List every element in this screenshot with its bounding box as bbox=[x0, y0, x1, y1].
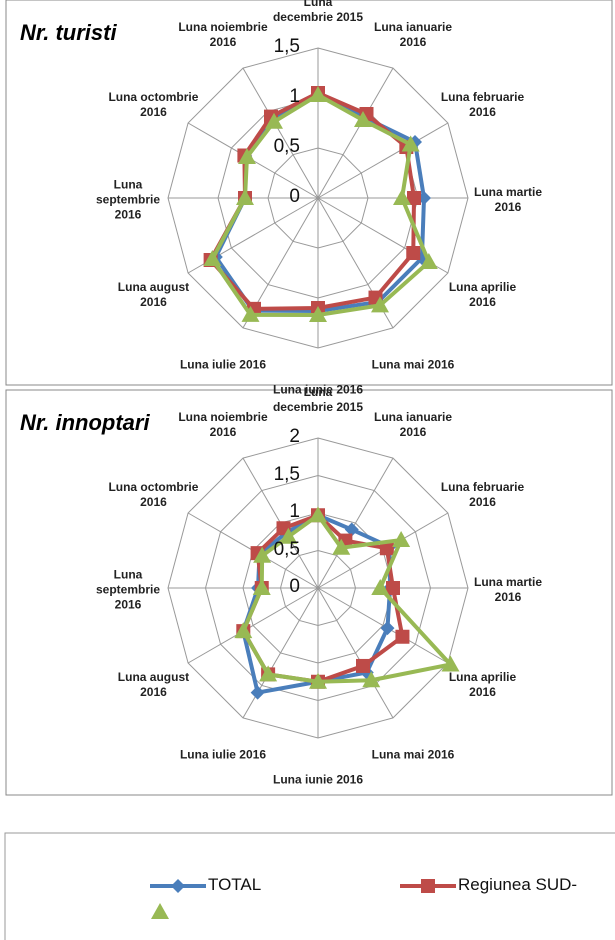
category-label: Luna decembrie 2015 bbox=[272, 0, 364, 24]
marker bbox=[237, 148, 256, 164]
category-label: Luna iunie 2016 bbox=[272, 382, 364, 397]
marker bbox=[379, 541, 394, 556]
legend-frame bbox=[4, 832, 615, 940]
marker bbox=[236, 189, 254, 205]
category-label: Luna februarie 2016 bbox=[440, 480, 525, 509]
y-tick-label: 0 bbox=[289, 185, 300, 207]
spoke bbox=[187, 587, 319, 664]
y-tick-label: 0 bbox=[289, 575, 300, 597]
marker bbox=[393, 189, 411, 205]
marker bbox=[354, 111, 372, 128]
marker bbox=[203, 250, 222, 266]
marker bbox=[279, 527, 298, 544]
y-tick-label: 1,5 bbox=[273, 463, 300, 485]
spoke bbox=[242, 67, 319, 199]
marker bbox=[265, 112, 283, 129]
marker bbox=[380, 621, 395, 636]
marker bbox=[392, 531, 411, 547]
category-label: Luna august 2016 bbox=[117, 280, 190, 309]
marker bbox=[356, 658, 370, 673]
marker bbox=[421, 879, 435, 893]
category-label: Luna august 2016 bbox=[117, 670, 190, 699]
marker bbox=[309, 306, 327, 322]
category-label: Luna mai 2016 bbox=[371, 747, 455, 762]
category-label: Luna februarie 2016 bbox=[440, 90, 525, 119]
marker bbox=[407, 191, 421, 205]
category-label: Luna aprilie 2016 bbox=[448, 670, 517, 699]
marker bbox=[371, 296, 389, 313]
y-tick-label: 1 bbox=[289, 500, 300, 522]
category-label: Luna octombrie 2016 bbox=[108, 480, 199, 509]
category-label: Luna aprilie 2016 bbox=[448, 280, 517, 309]
spoke bbox=[317, 587, 449, 664]
marker bbox=[171, 879, 185, 893]
marker bbox=[362, 671, 381, 688]
category-label: Luna mai 2016 bbox=[371, 357, 455, 372]
marker bbox=[253, 546, 272, 563]
category-label: Luna septembrie 2016 bbox=[95, 567, 161, 612]
category-label: Luna ianuarie 2016 bbox=[373, 410, 453, 440]
category-label: Luna martie 2016 bbox=[473, 185, 542, 214]
marker bbox=[386, 581, 400, 595]
spoke bbox=[317, 122, 449, 199]
spoke bbox=[317, 587, 394, 719]
category-label: Luna noiembrie 2016 bbox=[178, 410, 268, 440]
marker bbox=[395, 629, 410, 644]
marker bbox=[419, 253, 438, 269]
marker bbox=[250, 685, 265, 700]
marker bbox=[309, 86, 327, 102]
spoke bbox=[317, 457, 394, 589]
marker bbox=[151, 903, 169, 919]
marker bbox=[406, 246, 421, 260]
chart-title: Nr. turisti bbox=[20, 20, 117, 45]
category-label: Luna septembrie 2016 bbox=[95, 177, 161, 222]
marker bbox=[241, 305, 260, 322]
y-tick-label: 1,5 bbox=[273, 35, 300, 57]
y-tick-label: 2 bbox=[289, 425, 300, 447]
y-tick-label: 0,5 bbox=[273, 135, 300, 157]
category-label: Luna iunie 2016 bbox=[272, 772, 364, 787]
category-label: Luna martie 2016 bbox=[473, 575, 542, 604]
marker bbox=[309, 506, 327, 523]
category-label: Luna iulie 2016 bbox=[179, 747, 267, 762]
category-label: Luna octombrie 2016 bbox=[108, 90, 199, 119]
marker bbox=[441, 655, 460, 672]
category-label: Luna decembrie 2015 bbox=[272, 385, 364, 414]
marker bbox=[371, 579, 390, 595]
category-label: Luna noiembrie 2016 bbox=[178, 20, 268, 50]
category-label: Luna ianuarie 2016 bbox=[373, 20, 453, 50]
spoke bbox=[317, 67, 394, 199]
marker bbox=[344, 522, 359, 537]
chart-title: Nr. innoptari bbox=[20, 410, 150, 435]
y-tick-label: 0,5 bbox=[273, 538, 300, 560]
legend-label: Regiunea SUD- bbox=[458, 875, 578, 894]
y-tick-label: 1 bbox=[289, 85, 300, 107]
marker bbox=[252, 579, 271, 595]
marker bbox=[332, 538, 351, 555]
marker bbox=[259, 665, 278, 682]
legend-label: TOTAL bbox=[208, 875, 262, 894]
marker bbox=[234, 622, 253, 639]
chart-frame bbox=[5, 0, 613, 386]
chart-frame bbox=[5, 389, 613, 796]
category-label: Luna iulie 2016 bbox=[179, 357, 267, 372]
marker bbox=[309, 672, 327, 689]
marker bbox=[401, 135, 420, 152]
